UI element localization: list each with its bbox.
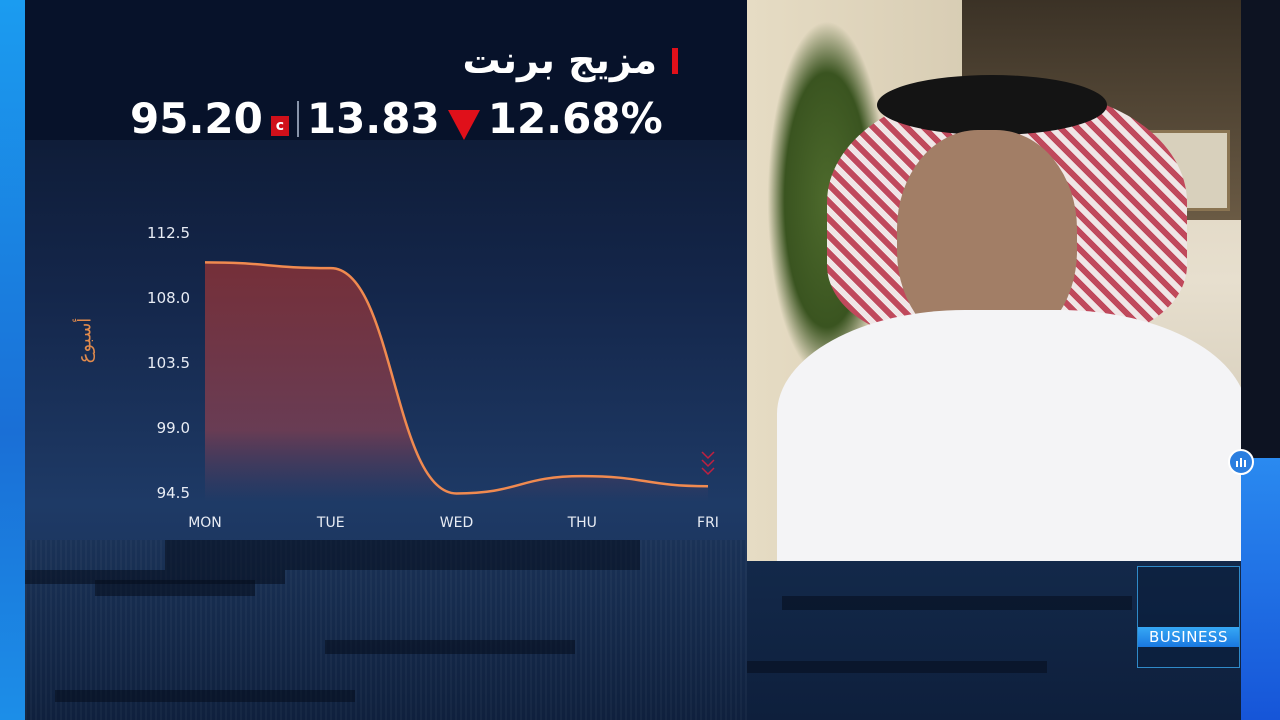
- currency-badge: c: [270, 115, 289, 136]
- floor-background: [25, 540, 747, 720]
- price-ticker: 95.20 c 13.83 12.68%: [130, 94, 663, 143]
- title-accent-bar: [672, 48, 678, 74]
- change-percent: 12.68%: [487, 94, 663, 143]
- x-tick-label: MON: [188, 515, 222, 531]
- x-tick-label: THU: [567, 515, 597, 531]
- chevron-down-icon: [701, 451, 715, 460]
- chevron-down-icon: [701, 467, 715, 476]
- ticker-header: مزيج برنت 95.20 c 13.83 12.68%: [25, 0, 747, 143]
- price-value: 95.20: [130, 94, 263, 143]
- left-accent-strip: [0, 0, 25, 720]
- down-chevrons-icon: [701, 451, 715, 476]
- change-value: 13.83: [306, 94, 440, 143]
- area-fill: [205, 262, 708, 502]
- guest-video: [747, 0, 1241, 561]
- price-chart: 112.5 108.0 103.5 99.0 94.5 MON TUE WED THU FRI: [147, 224, 719, 531]
- y-axis-label: أسبوع: [74, 317, 96, 364]
- y-tick-label: 94.5: [157, 484, 190, 502]
- x-tick-label: FRI: [697, 515, 719, 531]
- logo-business: BUSINESS: [1138, 627, 1239, 647]
- right-accent-strip: [1241, 458, 1280, 720]
- x-tick-label: WED: [440, 515, 473, 531]
- channel-logo: BUSINESS: [1137, 566, 1240, 668]
- y-tick-label: 99.0: [157, 419, 190, 437]
- y-tick-label: 108.0: [147, 289, 190, 307]
- series-line: [204, 261, 709, 495]
- stats-icon[interactable]: [1228, 449, 1254, 475]
- x-tick-label: TUE: [316, 515, 345, 531]
- down-triangle-icon: [447, 109, 480, 140]
- instrument-title: مزيج برنت: [462, 38, 657, 82]
- divider: [296, 100, 299, 137]
- y-tick-label: 103.5: [147, 354, 190, 372]
- chevron-down-icon: [701, 459, 715, 468]
- y-tick-label: 112.5: [147, 224, 190, 242]
- right-dark-strip: [1241, 0, 1280, 458]
